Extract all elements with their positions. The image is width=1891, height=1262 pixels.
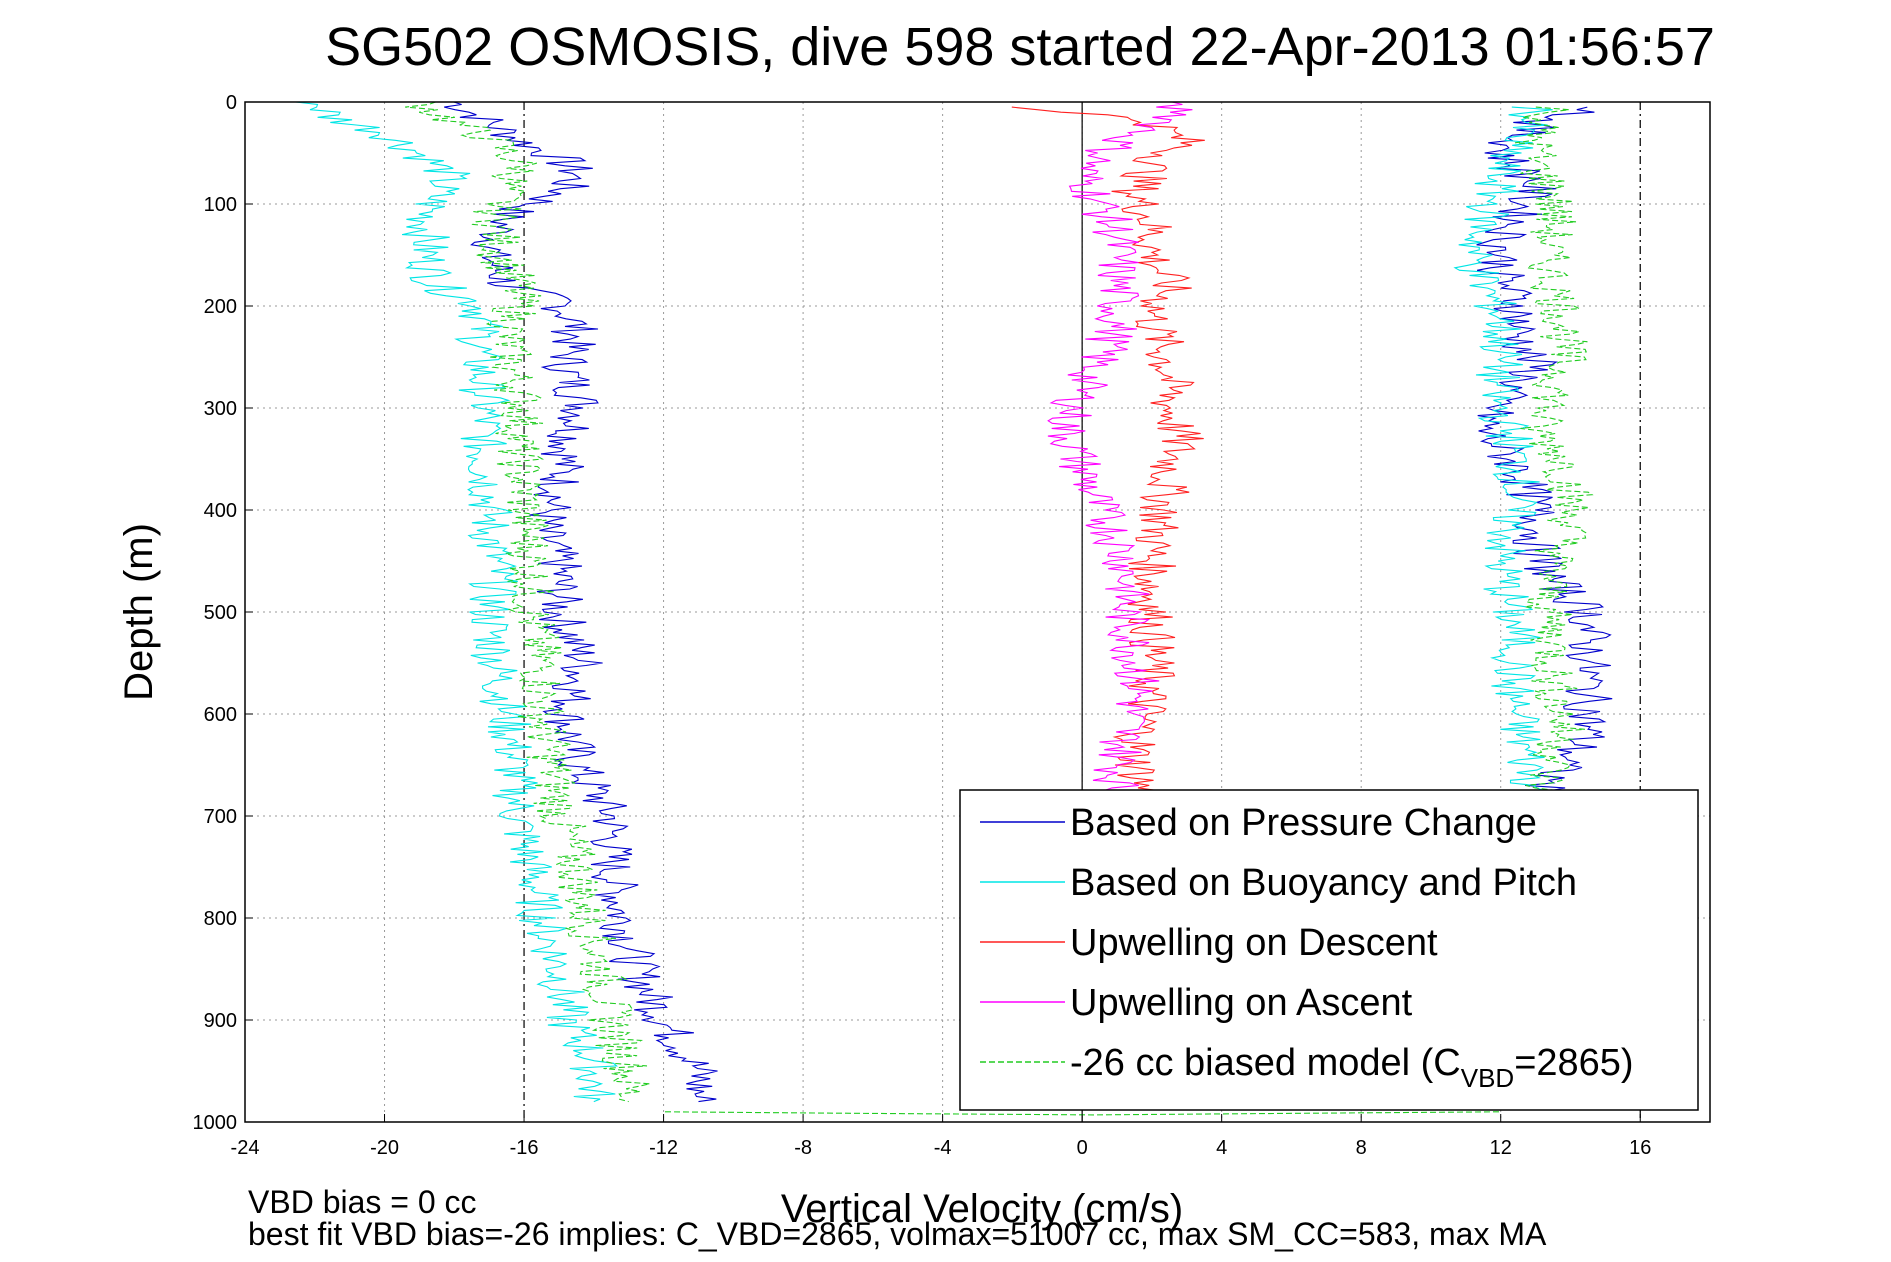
y-tick-label: 900: [204, 1010, 237, 1032]
series-line-0: [444, 101, 718, 1103]
y-tick-label: 0: [226, 92, 237, 114]
series-line-2: [405, 101, 650, 1103]
y-tick-label: 1000: [193, 1112, 238, 1134]
x-tick-label: -4: [934, 1137, 952, 1159]
x-tick-labels: -24 -20 -16 -12 -8 -4 0 4 8 12 16: [231, 1114, 1651, 1159]
y-axis-label: Depth (m): [117, 523, 161, 701]
x-tick-label: 8: [1356, 1137, 1367, 1159]
series-group: [295, 101, 1613, 1116]
series-line-8: [664, 1111, 1501, 1116]
series-line-4: [1047, 101, 1193, 817]
y-tick-labels: 0 100 200 300 400 500 600 700 800 900 1000: [193, 92, 253, 1134]
y-tick-label: 400: [204, 500, 237, 522]
x-tick-label: 16: [1629, 1137, 1651, 1159]
legend-entry-label: Based on Pressure Change: [1070, 802, 1537, 844]
footer-line-1: VBD bias = 0 cc: [248, 1184, 477, 1220]
x-tick-label: -20: [370, 1137, 399, 1159]
y-tick-label: 600: [204, 704, 237, 726]
legend-entry-label: Upwelling on Ascent: [1070, 982, 1413, 1024]
x-tick-label: -24: [231, 1137, 260, 1159]
legend-entry-label: Upwelling on Descent: [1070, 922, 1438, 964]
legend-entry-label: Based on Buoyancy and Pitch: [1070, 862, 1577, 904]
series-line-6: [1453, 106, 1553, 797]
legend-entry-label: -26 cc biased model (CVBD=2865): [1070, 1042, 1634, 1093]
footer-line-2: best fit VBD bias=-26 implies: C_VBD=286…: [248, 1216, 1547, 1252]
legend: Based on Pressure Change Based on Buoyanc…: [959, 789, 1699, 1111]
y-tick-label: 200: [204, 296, 237, 318]
y-tick-label: 700: [204, 806, 237, 828]
series-line-7: [1514, 106, 1594, 797]
x-tick-label: -8: [794, 1137, 812, 1159]
y-tick-label: 800: [204, 908, 237, 930]
x-axis-label: Vertical Velocity (cm/s): [781, 1187, 1183, 1231]
x-tick-label: -12: [649, 1137, 678, 1159]
series-line-3: [1011, 106, 1205, 817]
x-tick-label: 0: [1077, 1137, 1088, 1159]
x-tick-label: 12: [1490, 1137, 1512, 1159]
x-tick-label: -16: [510, 1137, 539, 1159]
y-tick-label: 500: [204, 602, 237, 624]
series-line-5: [1476, 106, 1613, 797]
legend-box: [959, 789, 1699, 1111]
series-line-1: [295, 101, 618, 1103]
y-tick-label: 300: [204, 398, 237, 420]
x-tick-label: 4: [1216, 1137, 1227, 1159]
y-tick-label: 100: [204, 194, 237, 216]
chart-title: SG502 OSMOSIS, dive 598 started 22-Apr-2…: [325, 17, 1715, 77]
